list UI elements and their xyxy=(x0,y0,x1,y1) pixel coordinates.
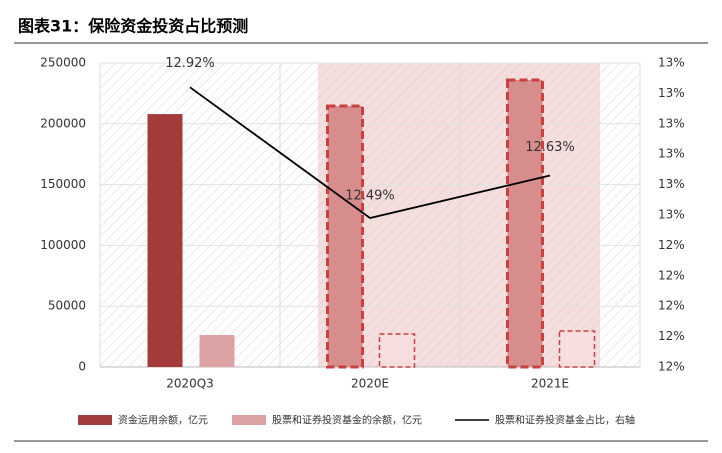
plot-background xyxy=(100,63,640,367)
bar xyxy=(506,78,544,369)
data-label: 12.63% xyxy=(525,140,575,155)
bar xyxy=(326,104,364,369)
y-tick-label: 0 xyxy=(78,360,86,374)
y2-tick-label: 13% xyxy=(658,208,685,222)
bar xyxy=(378,333,416,368)
legend-label: 股票和证券投资基金占比，右轴 xyxy=(495,414,635,427)
y-tick-label: 100000 xyxy=(40,238,86,252)
legend-label: 股票和证券投资基金的余额，亿元 xyxy=(272,414,422,427)
y2-tick-label: 13% xyxy=(658,147,685,161)
y2-tick-label: 12% xyxy=(658,360,685,374)
x-tick-label: 2021E xyxy=(531,377,569,391)
legend-label: 资金运用余额，亿元 xyxy=(118,414,208,427)
bar xyxy=(147,114,183,368)
y-tick-label: 150000 xyxy=(40,177,86,191)
bar xyxy=(199,335,235,367)
legend-swatch xyxy=(78,415,112,425)
x-tick-label: 2020E xyxy=(351,377,389,391)
y2-tick-label: 13% xyxy=(658,86,685,100)
y2-tick-label: 13% xyxy=(658,177,685,191)
y2-tick-label: 13% xyxy=(658,116,685,130)
y-tick-label: 50000 xyxy=(48,299,86,313)
data-label: 12.49% xyxy=(345,189,395,204)
y2-tick-label: 12% xyxy=(658,299,685,313)
y2-tick-label: 12% xyxy=(658,329,685,343)
legend-swatch xyxy=(232,415,266,425)
y-tick-label: 250000 xyxy=(40,56,86,70)
y-tick-label: 200000 xyxy=(40,116,86,130)
y2-tick-label: 13% xyxy=(658,56,685,70)
line xyxy=(189,86,551,220)
data-label: 12.92% xyxy=(165,56,215,71)
x-tick-label: 2020Q3 xyxy=(166,377,214,391)
y2-tick-label: 12% xyxy=(658,268,685,282)
bar xyxy=(558,330,596,368)
chart-title: 图表31：保险资金投资占比预测 xyxy=(18,17,248,36)
y2-tick-label: 12% xyxy=(658,238,685,252)
